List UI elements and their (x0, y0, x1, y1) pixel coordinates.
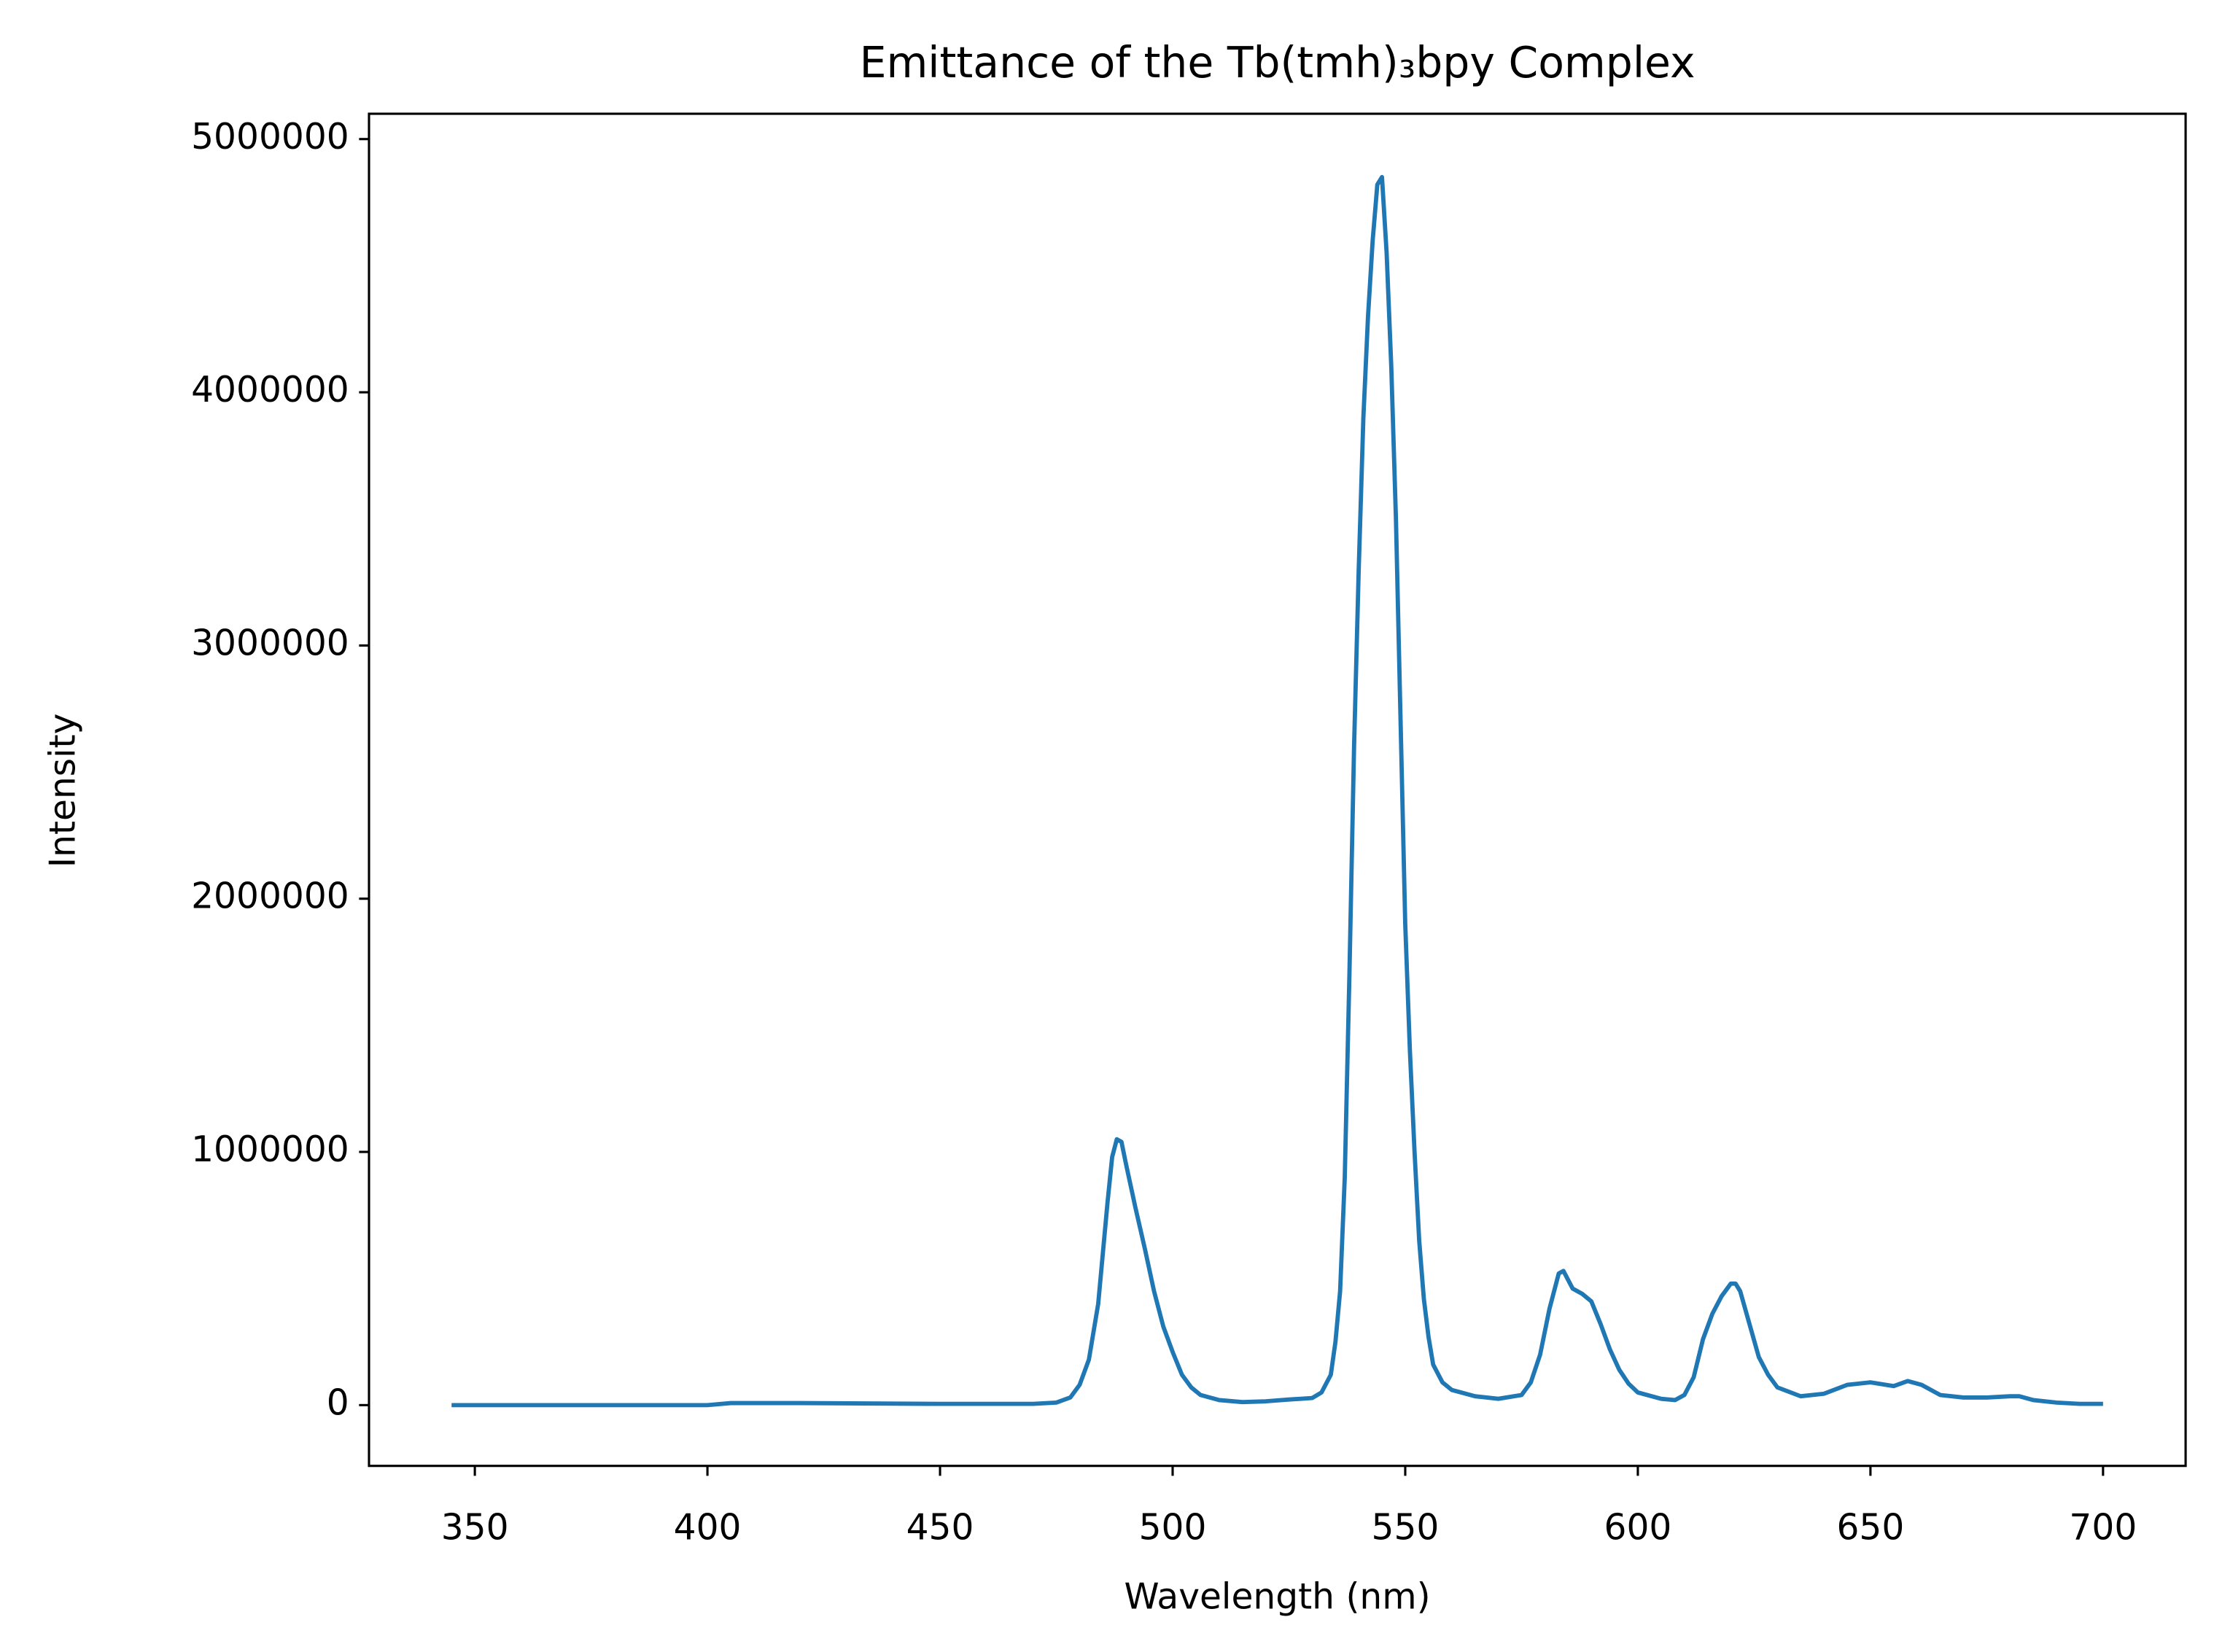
x-tick-label: 350 (441, 1507, 509, 1548)
y-tick-label: 3000000 (191, 623, 349, 663)
x-tick-label: 500 (1139, 1507, 1207, 1548)
y-tick-label: 4000000 (191, 370, 349, 410)
y-axis-label: Intensity (43, 713, 84, 868)
x-tick-label: 600 (1604, 1507, 1672, 1548)
y-tick-label: 5000000 (191, 117, 349, 157)
data-line (451, 174, 2103, 1408)
x-axis-label: Wavelength (nm) (1124, 1577, 1430, 1618)
x-tick-label: 550 (1372, 1507, 1440, 1548)
x-tick-label: 650 (1836, 1507, 1904, 1548)
plot-frame (368, 112, 2187, 1468)
x-tick-label: 450 (906, 1507, 974, 1548)
x-tick-label: 400 (674, 1507, 742, 1548)
y-tick-label: 0 (327, 1382, 349, 1423)
x-tick-label: 700 (2069, 1507, 2137, 1548)
y-tick-label: 1000000 (191, 1129, 349, 1170)
chart-title: Emittance of the Tb(tmh)₃bpy Complex (860, 38, 1696, 87)
y-tick-label: 2000000 (191, 876, 349, 917)
